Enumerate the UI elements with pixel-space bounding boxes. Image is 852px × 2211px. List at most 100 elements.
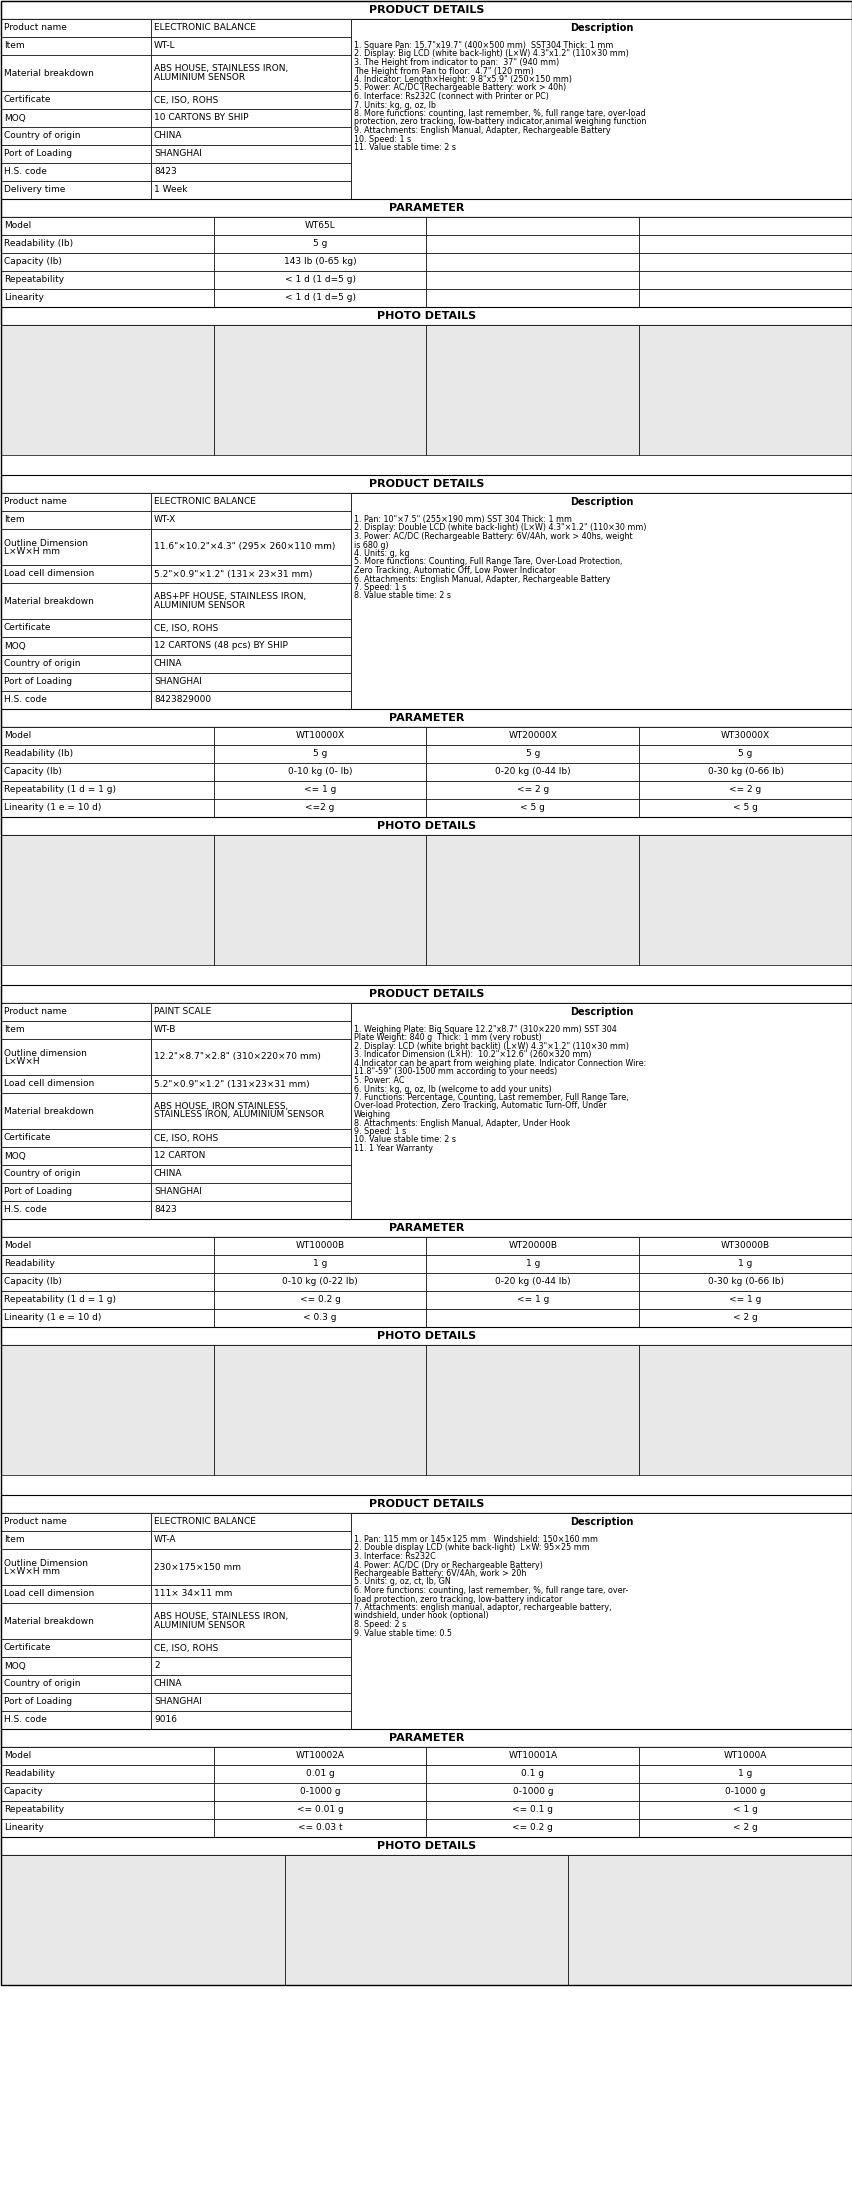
Bar	[151, 493, 350, 511]
Bar	[638, 252, 851, 272]
Bar	[1, 584, 151, 619]
Bar	[350, 493, 851, 710]
Bar	[214, 727, 426, 745]
Bar	[1, 1512, 151, 1530]
Bar	[1, 0, 851, 1985]
Bar	[1, 984, 851, 1004]
Text: 6. Units: kg, g, oz, lb (welcome to add your units): 6. Units: kg, g, oz, lb (welcome to add …	[354, 1086, 551, 1094]
Bar	[426, 1236, 638, 1256]
Text: PHOTO DETAILS: PHOTO DETAILS	[377, 820, 475, 831]
Text: 2. Display: Double LCD (white back-light) (L×W) 4.3"×1.2" (110×30 mm): 2. Display: Double LCD (white back-light…	[354, 524, 646, 533]
Bar	[1, 199, 851, 217]
Bar	[1, 511, 151, 528]
Text: Description: Description	[569, 497, 632, 506]
Bar	[214, 217, 426, 234]
Text: Item: Item	[4, 1026, 25, 1035]
Bar	[214, 234, 426, 252]
Text: STAINLESS IRON, ALUMINIUM SENSOR: STAINLESS IRON, ALUMINIUM SENSOR	[154, 1110, 324, 1119]
Text: CE, ISO, ROHS: CE, ISO, ROHS	[154, 624, 218, 632]
Text: WT1000A: WT1000A	[723, 1751, 767, 1760]
Bar	[426, 1344, 638, 1475]
Text: 4. Indicator: Length×Height: 9.8"x5.9" (250×150 mm): 4. Indicator: Length×Height: 9.8"x5.9" (…	[354, 75, 572, 84]
Text: Load cell dimension: Load cell dimension	[4, 1079, 94, 1088]
Text: MOQ: MOQ	[4, 113, 26, 122]
Bar	[638, 1820, 851, 1837]
Text: 11.8"-59" (300-1500 mm according to your needs): 11.8"-59" (300-1500 mm according to your…	[354, 1068, 556, 1077]
Bar	[151, 1676, 350, 1694]
Bar	[151, 637, 350, 654]
Text: Linearity (1 e = 10 d): Linearity (1 e = 10 d)	[4, 1313, 101, 1322]
Text: 2. Double display LCD (white back-light)  L×W: 95×25 mm: 2. Double display LCD (white back-light)…	[354, 1543, 589, 1552]
Text: <= 0.2 g: <= 0.2 g	[512, 1824, 553, 1833]
Bar	[1, 475, 851, 493]
Text: Material breakdown: Material breakdown	[4, 69, 94, 77]
Bar	[1, 1747, 214, 1764]
Text: PRODUCT DETAILS: PRODUCT DETAILS	[368, 480, 484, 489]
Bar	[638, 1764, 851, 1782]
Text: 1 g: 1 g	[313, 1260, 327, 1269]
Text: 0-10 kg (0- lb): 0-10 kg (0- lb)	[287, 767, 352, 776]
Bar	[1, 325, 214, 455]
Bar	[151, 1694, 350, 1711]
Text: < 5 g: < 5 g	[520, 803, 544, 811]
Bar	[426, 745, 638, 763]
Text: Repeatability: Repeatability	[4, 276, 64, 285]
Text: PHOTO DETAILS: PHOTO DETAILS	[377, 312, 475, 321]
Text: Item: Item	[4, 42, 25, 51]
Bar	[1, 1075, 151, 1092]
Text: Repeatability (1 d = 1 g): Repeatability (1 d = 1 g)	[4, 1296, 116, 1304]
Bar	[151, 108, 350, 126]
Text: WT10000B: WT10000B	[295, 1243, 344, 1251]
Text: Port of Loading: Port of Loading	[4, 1698, 72, 1707]
Bar	[1, 493, 151, 511]
Text: 0-20 kg (0-44 lb): 0-20 kg (0-44 lb)	[494, 767, 570, 776]
Text: 11.6"×10.2"×4.3" (295× 260×110 mm): 11.6"×10.2"×4.3" (295× 260×110 mm)	[154, 542, 335, 551]
Bar	[638, 1802, 851, 1820]
Bar	[151, 1021, 350, 1039]
Text: 1. Weighing Plate: Big Square 12.2"x8.7" (310×220 mm) SST 304: 1. Weighing Plate: Big Square 12.2"x8.7"…	[354, 1026, 616, 1035]
Text: 7. Speed: 1 s: 7. Speed: 1 s	[354, 584, 406, 593]
Text: ABS+PF HOUSE, STAINLESS IRON,: ABS+PF HOUSE, STAINLESS IRON,	[154, 593, 306, 601]
Text: <= 2 g: <= 2 g	[728, 785, 761, 794]
Text: Repeatability (1 d = 1 g): Repeatability (1 d = 1 g)	[4, 785, 116, 794]
Bar	[638, 1291, 851, 1309]
Text: 11. 1 Year Warranty: 11. 1 Year Warranty	[354, 1143, 433, 1152]
Bar	[1, 1344, 214, 1475]
Text: Linearity: Linearity	[4, 294, 43, 303]
Bar	[214, 290, 426, 307]
Text: 1 g: 1 g	[738, 1769, 752, 1778]
Text: < 0.3 g: < 0.3 g	[303, 1313, 337, 1322]
Bar	[1, 126, 151, 146]
Bar	[214, 1344, 426, 1475]
Bar	[151, 1711, 350, 1729]
Text: 4. Power: AC/DC (Dry or Rechargeable Battery): 4. Power: AC/DC (Dry or Rechargeable Bat…	[354, 1561, 542, 1570]
Text: <= 1 g: <= 1 g	[303, 785, 336, 794]
Text: <= 1 g: <= 1 g	[728, 1296, 761, 1304]
Bar	[1, 1495, 851, 1512]
Bar	[1, 1711, 151, 1729]
Bar	[638, 798, 851, 818]
Bar	[1, 1512, 851, 1729]
Text: 3. Power: AC/DC (Rechargeable Battery: 6V/4Ah, work > 40hs, weight: 3. Power: AC/DC (Rechargeable Battery: 6…	[354, 533, 632, 542]
Bar	[426, 836, 638, 964]
Text: 8423: 8423	[154, 168, 176, 177]
Bar	[1, 1855, 285, 1985]
Bar	[1, 1694, 151, 1711]
Bar	[1, 91, 151, 108]
Bar	[1, 745, 214, 763]
Bar	[214, 763, 426, 780]
Text: 3. Indicator Dimension (L×H):  10.2"×12.6" (260×320 mm): 3. Indicator Dimension (L×H): 10.2"×12.6…	[354, 1050, 590, 1059]
Text: 6. More functions: counting, last remember, %, full range tare, over-: 6. More functions: counting, last rememb…	[354, 1585, 628, 1594]
Text: CHINA: CHINA	[154, 1680, 182, 1689]
Bar	[638, 1747, 851, 1764]
Text: H.S. code: H.S. code	[4, 696, 47, 705]
Text: 9. Speed: 1 s: 9. Speed: 1 s	[354, 1128, 406, 1136]
Text: PARAMETER: PARAMETER	[389, 712, 463, 723]
Text: WT10001A: WT10001A	[508, 1751, 557, 1760]
Text: < 1 d (1 d=5 g): < 1 d (1 d=5 g)	[285, 294, 355, 303]
Text: 1 g: 1 g	[738, 1260, 752, 1269]
Bar	[214, 1782, 426, 1802]
Text: 5 g: 5 g	[525, 750, 539, 758]
Bar	[1, 727, 851, 818]
Bar	[350, 20, 851, 199]
